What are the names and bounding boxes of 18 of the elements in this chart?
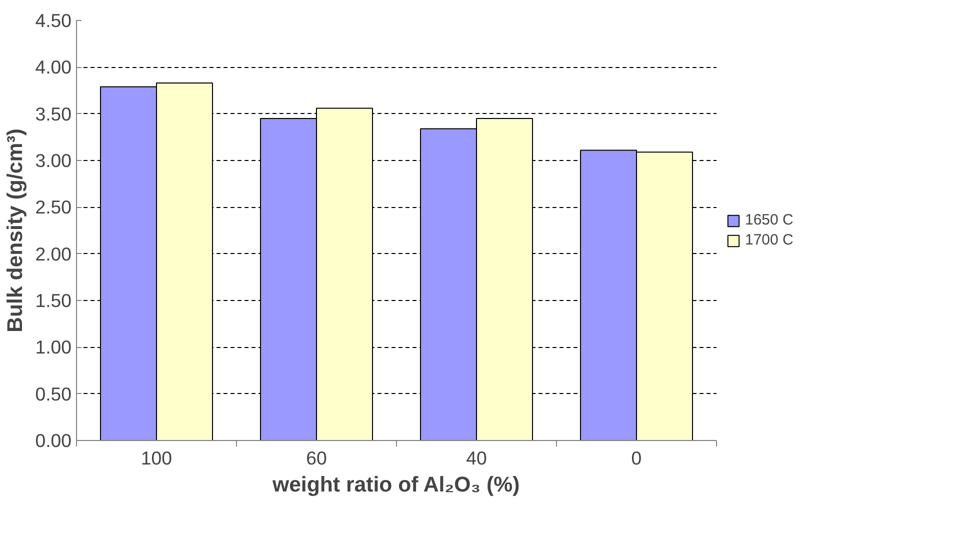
legend-label: 1650 C — [745, 212, 794, 228]
y-tick-label: 4.00 — [35, 56, 72, 78]
y-tick-label: 4.50 — [35, 10, 72, 31]
y-tick-label: 3.00 — [35, 150, 72, 171]
y-axis-title: Bulk density (g/cm³) — [3, 128, 28, 332]
legend-label: 1700 C — [745, 232, 794, 248]
x-tick-label: 60 — [306, 448, 327, 468]
x-axis-title: weight ratio of Al₂O₃ (%) — [271, 472, 520, 496]
y-tick-label: 2.50 — [35, 196, 72, 218]
x-tick-label: 0 — [631, 448, 642, 468]
y-tick-label: 1.50 — [35, 290, 72, 311]
y-tick-label: 3.50 — [35, 103, 72, 124]
y-tick-label: 0.50 — [35, 383, 72, 404]
x-tick-label: 100 — [140, 448, 172, 468]
y-tick-label: 1.00 — [35, 336, 72, 358]
y-tick-label: 0.00 — [35, 430, 72, 451]
x-tick-label: 40 — [466, 448, 487, 468]
y-tick-label: 2.00 — [35, 243, 72, 264]
